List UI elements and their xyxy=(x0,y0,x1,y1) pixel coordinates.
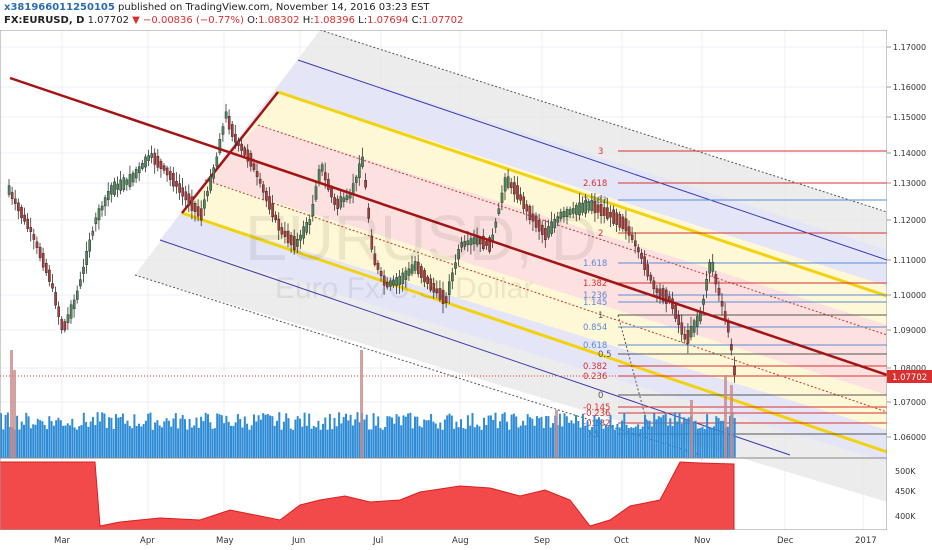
time-tick-label: Jul xyxy=(372,536,383,546)
low-value: 1.07694 xyxy=(367,15,409,26)
time-tick-label: Jun xyxy=(291,536,305,546)
price-tick-label: 1.07000 xyxy=(893,398,926,407)
volume-tick-label: 450K xyxy=(895,487,916,496)
fib-level-label: -0.145 xyxy=(583,403,610,413)
fib-level-label: 1.145 xyxy=(583,298,607,308)
fib-level-label: -0.236 xyxy=(583,409,610,419)
fib-level-label: 2.618 xyxy=(583,179,607,189)
fib-level-label: 0.382 xyxy=(583,362,607,372)
candlesticks xyxy=(7,103,736,383)
price-axis[interactable]: 1.17000 1.16000 1.15000 1.14000 1.13000 1.120… xyxy=(887,30,932,530)
price-tick-label: 1.16000 xyxy=(893,83,926,92)
volume-tick-label: 400K xyxy=(895,512,916,521)
fib-level-label: 1 xyxy=(598,311,603,321)
trend-line[interactable] xyxy=(9,76,887,377)
time-axis[interactable]: Mar Apr May Jun Jul Aug Sep Oct Nov Dec 2017 xyxy=(0,530,932,550)
time-tick-label: Oct xyxy=(614,536,629,546)
chart-header: x381966011250105 published on TradingVie… xyxy=(0,0,932,30)
oscillator-area xyxy=(0,461,735,530)
last-price: 1.07702 xyxy=(87,15,129,26)
high-label: H: xyxy=(302,15,314,26)
time-tick-label: Nov xyxy=(694,536,711,546)
price-tick-label: 1.11000 xyxy=(893,256,926,265)
time-tick-label: Apr xyxy=(140,536,155,546)
time-tick-label: Aug xyxy=(452,536,469,546)
publish-info: published on TradingView.com, November 1… xyxy=(118,2,430,13)
volume-tick-label: 500K xyxy=(895,467,916,476)
open-label: O: xyxy=(247,15,259,26)
open-value: 1.08302 xyxy=(258,15,300,26)
price-tick-label: 1.08000 xyxy=(893,364,926,373)
fib-level-label: 2 xyxy=(598,229,603,239)
symbol-label[interactable]: FX:EURUSD, D xyxy=(4,15,85,26)
fib-level-label: 3 xyxy=(598,147,603,157)
watermark-symbol: EURUSD, D xyxy=(245,202,597,274)
time-tick-label: Sep xyxy=(534,536,550,546)
fib-level-label: 1.618 xyxy=(583,259,607,269)
current-price-tag: 1.07702 xyxy=(892,373,927,383)
price-tick-label: 1.09000 xyxy=(893,326,926,335)
close-label: C: xyxy=(411,15,422,26)
fib-level-label: 0 xyxy=(598,391,603,401)
watermark-desc: Euro Fx/U.S. Dollar xyxy=(275,272,533,305)
price-tick-label: 1.14000 xyxy=(893,149,926,158)
price-tick-label: 1.06000 xyxy=(893,433,926,442)
fib-level-label: 0.5 xyxy=(598,350,612,360)
time-tick-label: Dec xyxy=(777,536,794,546)
time-tick-label: May xyxy=(216,536,234,546)
close-value: 1.07702 xyxy=(422,15,464,26)
price-tick-label: 1.15000 xyxy=(893,113,926,122)
fib-level-label: 1.382 xyxy=(583,279,607,289)
price-tick-label: 1.17000 xyxy=(893,43,926,52)
fib-level-label: 0.236 xyxy=(583,372,607,382)
fib-level-label: 0.854 xyxy=(583,323,607,333)
fib-level-label: 1.236 xyxy=(583,291,607,301)
volume-bars xyxy=(0,350,736,458)
author-link[interactable]: x381966011250105 xyxy=(4,2,115,13)
down-arrow-icon: ▼ xyxy=(132,15,140,26)
price-tick-label: 1.12000 xyxy=(893,216,926,225)
price-tick-label: 1.13000 xyxy=(893,179,926,188)
price-tick-label: 1.10000 xyxy=(893,291,926,300)
high-value: 1.08396 xyxy=(313,15,355,26)
fib-level-label: 0.618 xyxy=(583,341,607,351)
price-change: −0.00836 (−0.77%) xyxy=(143,15,244,26)
low-label: L: xyxy=(358,15,368,26)
time-tick-label: Mar xyxy=(54,536,71,546)
price-chart[interactable]: 32.6182.38221.6181.3821.2361.14510.8540.… xyxy=(0,30,887,530)
time-tick-label: 2017 xyxy=(855,536,877,546)
